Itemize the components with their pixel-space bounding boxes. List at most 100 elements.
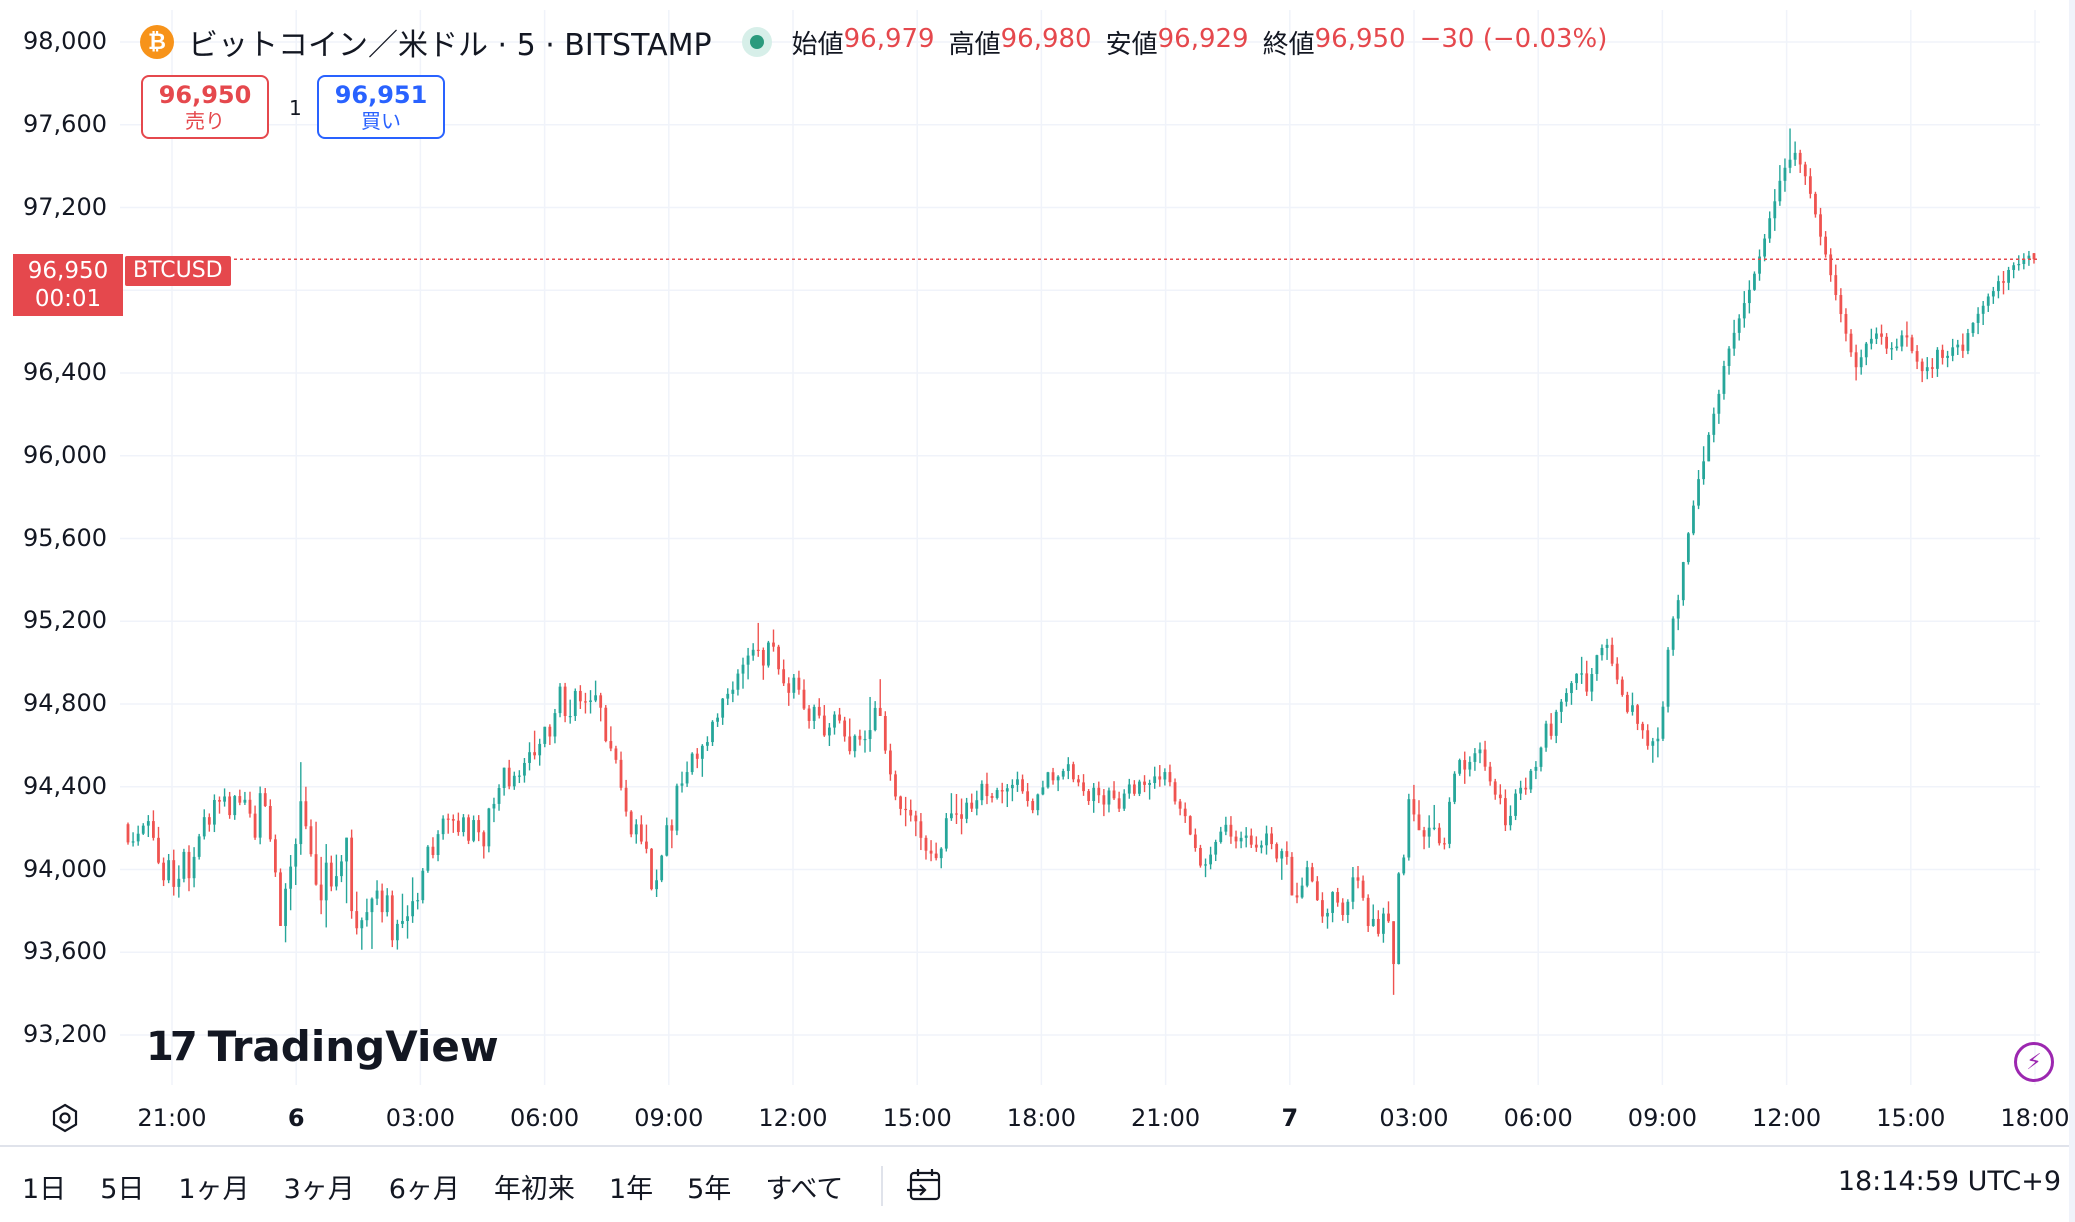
candle-body (1641, 723, 1645, 731)
x-tick-label: 21:00 (1131, 1104, 1201, 1132)
candle (1122, 789, 1126, 811)
clock-timezone[interactable]: 18:14:59 UTC+9 (1837, 1166, 2061, 1197)
candle (126, 822, 130, 845)
y-tick-label: 93,200 (23, 1020, 107, 1048)
range-5y[interactable]: 5年 (687, 1173, 732, 1205)
range-ytd[interactable]: 年初来 (493, 1173, 575, 1205)
candle (1641, 721, 1645, 739)
candle (477, 815, 481, 842)
candle (233, 795, 237, 820)
candle (517, 770, 521, 784)
candle-body (1361, 880, 1365, 898)
high-value: 96,980 (1000, 23, 1092, 54)
range-1d[interactable]: 1日 (22, 1173, 67, 1205)
candle (355, 891, 359, 935)
candle (1407, 793, 1411, 861)
candle (797, 670, 801, 695)
candle-body (1041, 787, 1045, 795)
symbol-title[interactable]: ビットコイン／米ドル · 5 · BITSTAMP (188, 28, 712, 63)
settings-icon[interactable] (50, 1103, 80, 1133)
candle (1961, 333, 1965, 358)
candle (1722, 360, 1726, 400)
candle-body (1554, 711, 1558, 736)
candle-body (1549, 723, 1553, 736)
range-1m[interactable]: 1ヶ月 (178, 1173, 250, 1205)
candle (1097, 781, 1101, 804)
candle (1422, 826, 1426, 850)
candle (665, 817, 669, 857)
sell-button[interactable]: 96,950 売り (141, 75, 269, 139)
candle (2012, 262, 2016, 279)
candle (507, 759, 511, 790)
candle-body (1798, 152, 1802, 165)
candle-body (721, 698, 725, 718)
range-5d[interactable]: 5日 (100, 1173, 145, 1205)
candle-body (152, 821, 155, 838)
candle (853, 734, 857, 758)
candle (812, 704, 816, 730)
candle (1366, 894, 1370, 932)
candle (294, 838, 298, 886)
candle (634, 819, 638, 844)
candle (1920, 358, 1924, 383)
candle-body (1280, 851, 1284, 859)
candle-body (919, 821, 923, 838)
candle-body (1498, 794, 1502, 799)
candle-body (1341, 902, 1345, 916)
candle-body (675, 785, 679, 831)
candle-body (1066, 764, 1070, 772)
candle-body (1564, 693, 1568, 702)
candle-body (1646, 730, 1650, 746)
candle (1676, 594, 1680, 631)
candle-body (1793, 152, 1797, 160)
buy-button[interactable]: 96,951 買い (317, 75, 445, 139)
go-to-date-icon[interactable] (905, 1166, 945, 1206)
candle-body (1524, 787, 1528, 790)
candle-body (1707, 434, 1711, 462)
candle (462, 814, 465, 837)
candle (1051, 767, 1055, 785)
candle-body (767, 642, 770, 666)
range-1y[interactable]: 1年 (608, 1173, 654, 1205)
candle-body (1656, 738, 1660, 742)
candle-body (411, 901, 415, 917)
candle-body (1021, 779, 1024, 792)
candle (1382, 907, 1385, 943)
candle (1351, 867, 1355, 910)
candle (599, 692, 603, 722)
candle (553, 708, 557, 744)
tradingview-logo[interactable]: 17 TradingView (146, 1022, 499, 1071)
candle (1412, 784, 1416, 822)
range-3m[interactable]: 3ヶ月 (283, 1173, 355, 1205)
candle (990, 792, 994, 803)
chart-header: ₿ ビットコイン／米ドル · 5 · BITSTAMP 始値 96,979 高値… (140, 18, 1607, 66)
lightning-icon[interactable]: ⚡ (2014, 1042, 2054, 1082)
range-all[interactable]: すべて (765, 1173, 844, 1205)
candle-body (1443, 843, 1446, 845)
candle (1417, 800, 1421, 831)
candle (848, 718, 852, 755)
candle (1524, 777, 1528, 795)
last-price-value: 96,950 (27, 258, 109, 284)
candle-body (1168, 772, 1172, 783)
candle (1834, 264, 1838, 301)
candle-body (741, 664, 745, 674)
candle-body (1504, 798, 1507, 826)
candle-body (1590, 674, 1594, 692)
candle (929, 840, 933, 862)
range-6m[interactable]: 6ヶ月 (388, 1173, 460, 1205)
chart-plot[interactable] (0, 0, 2069, 1145)
candle (1997, 275, 2000, 299)
candle (1361, 875, 1365, 901)
candle-body (1585, 673, 1589, 692)
candle-body (1392, 921, 1395, 965)
candle (1620, 676, 1624, 697)
y-tick-label: 95,600 (23, 523, 107, 552)
candle-body (1514, 793, 1517, 816)
candle-body (136, 833, 140, 842)
y-tick-label: 94,800 (23, 689, 107, 717)
candle-body (456, 820, 460, 833)
candle (1717, 389, 1721, 424)
candle-body (1880, 333, 1883, 337)
candle-body (1422, 830, 1426, 837)
